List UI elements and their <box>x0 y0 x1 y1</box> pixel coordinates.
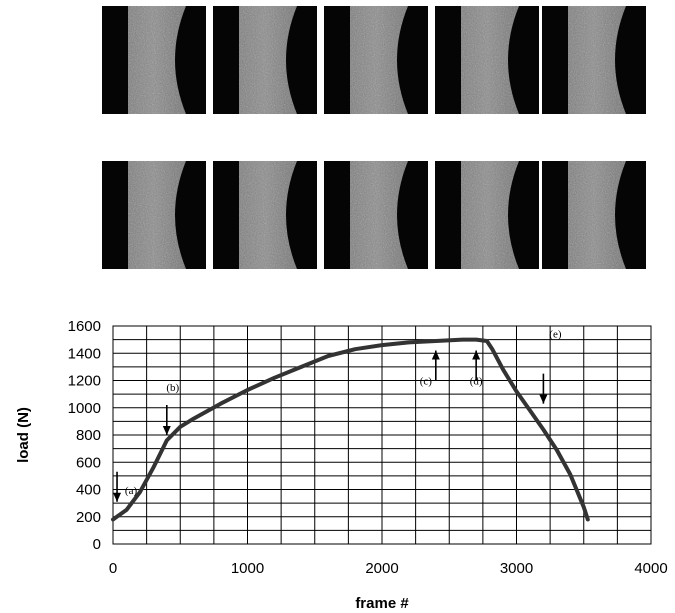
specimen-image-top-row-frame-4 <box>435 6 539 114</box>
annotation-a: (a) <box>113 471 138 502</box>
x-tick-label: 4000 <box>634 560 667 577</box>
arrowhead-icon <box>431 350 440 360</box>
x-tick-label: 1000 <box>231 560 264 577</box>
y-tick-label: 800 <box>76 427 101 444</box>
load-vs-frame-chart: 0 200 400 600 800 1000 1200 1400 1600 0 1000 2000 3… <box>15 318 668 612</box>
load-curve <box>111 337 590 522</box>
specimen-image-bottom-row-frame-2 <box>213 161 317 269</box>
arrowhead-icon <box>162 426 171 435</box>
annotation-label: (a) <box>125 485 138 497</box>
specimen-image-bottom-row-frame-5 <box>542 161 646 269</box>
arrowhead-icon <box>539 394 548 404</box>
annotation-e: (e) <box>539 329 562 404</box>
annotation-label: (d) <box>470 376 483 388</box>
x-tick-label: 0 <box>109 560 117 577</box>
y-tick-label: 400 <box>76 482 101 499</box>
y-tick-label: 1400 <box>68 345 101 362</box>
annotation-label: (e) <box>549 329 562 341</box>
arrowhead-icon <box>472 350 481 360</box>
arrowhead-icon <box>113 492 122 502</box>
annotation-c: (c) <box>420 350 440 388</box>
specimen-image-top-row-frame-5 <box>542 6 646 114</box>
specimen-image-top-row-frame-3 <box>324 6 428 114</box>
annotation-label: (c) <box>420 376 433 388</box>
event-annotations: (a) (b) (c) (d) (e) <box>113 329 562 502</box>
chart-grid <box>113 326 651 544</box>
annotation-label: (b) <box>166 382 179 394</box>
y-tick-label: 0 <box>93 536 101 553</box>
specimen-image-bottom-row-frame-4 <box>435 161 539 269</box>
specimen-image-top-row-frame-2 <box>213 6 317 114</box>
plot-area-border <box>112 325 652 545</box>
image-panels <box>102 6 646 269</box>
y-tick-label: 1600 <box>68 318 101 335</box>
x-tick-label: 2000 <box>365 560 398 577</box>
specimen-image-bottom-row-frame-3 <box>324 161 428 269</box>
y-tick-label: 1200 <box>68 373 101 390</box>
y-tick-label: 1000 <box>68 400 101 417</box>
y-axis-ticks: 0 200 400 600 800 1000 1200 1400 1600 <box>68 318 101 553</box>
y-tick-label: 200 <box>76 509 101 526</box>
annotation-d: (d) <box>470 350 483 388</box>
x-tick-label: 3000 <box>500 560 533 577</box>
x-axis-title: frame # <box>355 595 409 612</box>
annotation-b: (b) <box>162 382 180 435</box>
y-axis-title: load (N) <box>15 407 32 463</box>
specimen-image-bottom-row-frame-1 <box>102 161 206 269</box>
x-axis-ticks: 0 1000 2000 3000 4000 <box>109 560 668 577</box>
specimen-image-top-row-frame-1 <box>102 6 206 114</box>
y-tick-label: 600 <box>76 454 101 471</box>
